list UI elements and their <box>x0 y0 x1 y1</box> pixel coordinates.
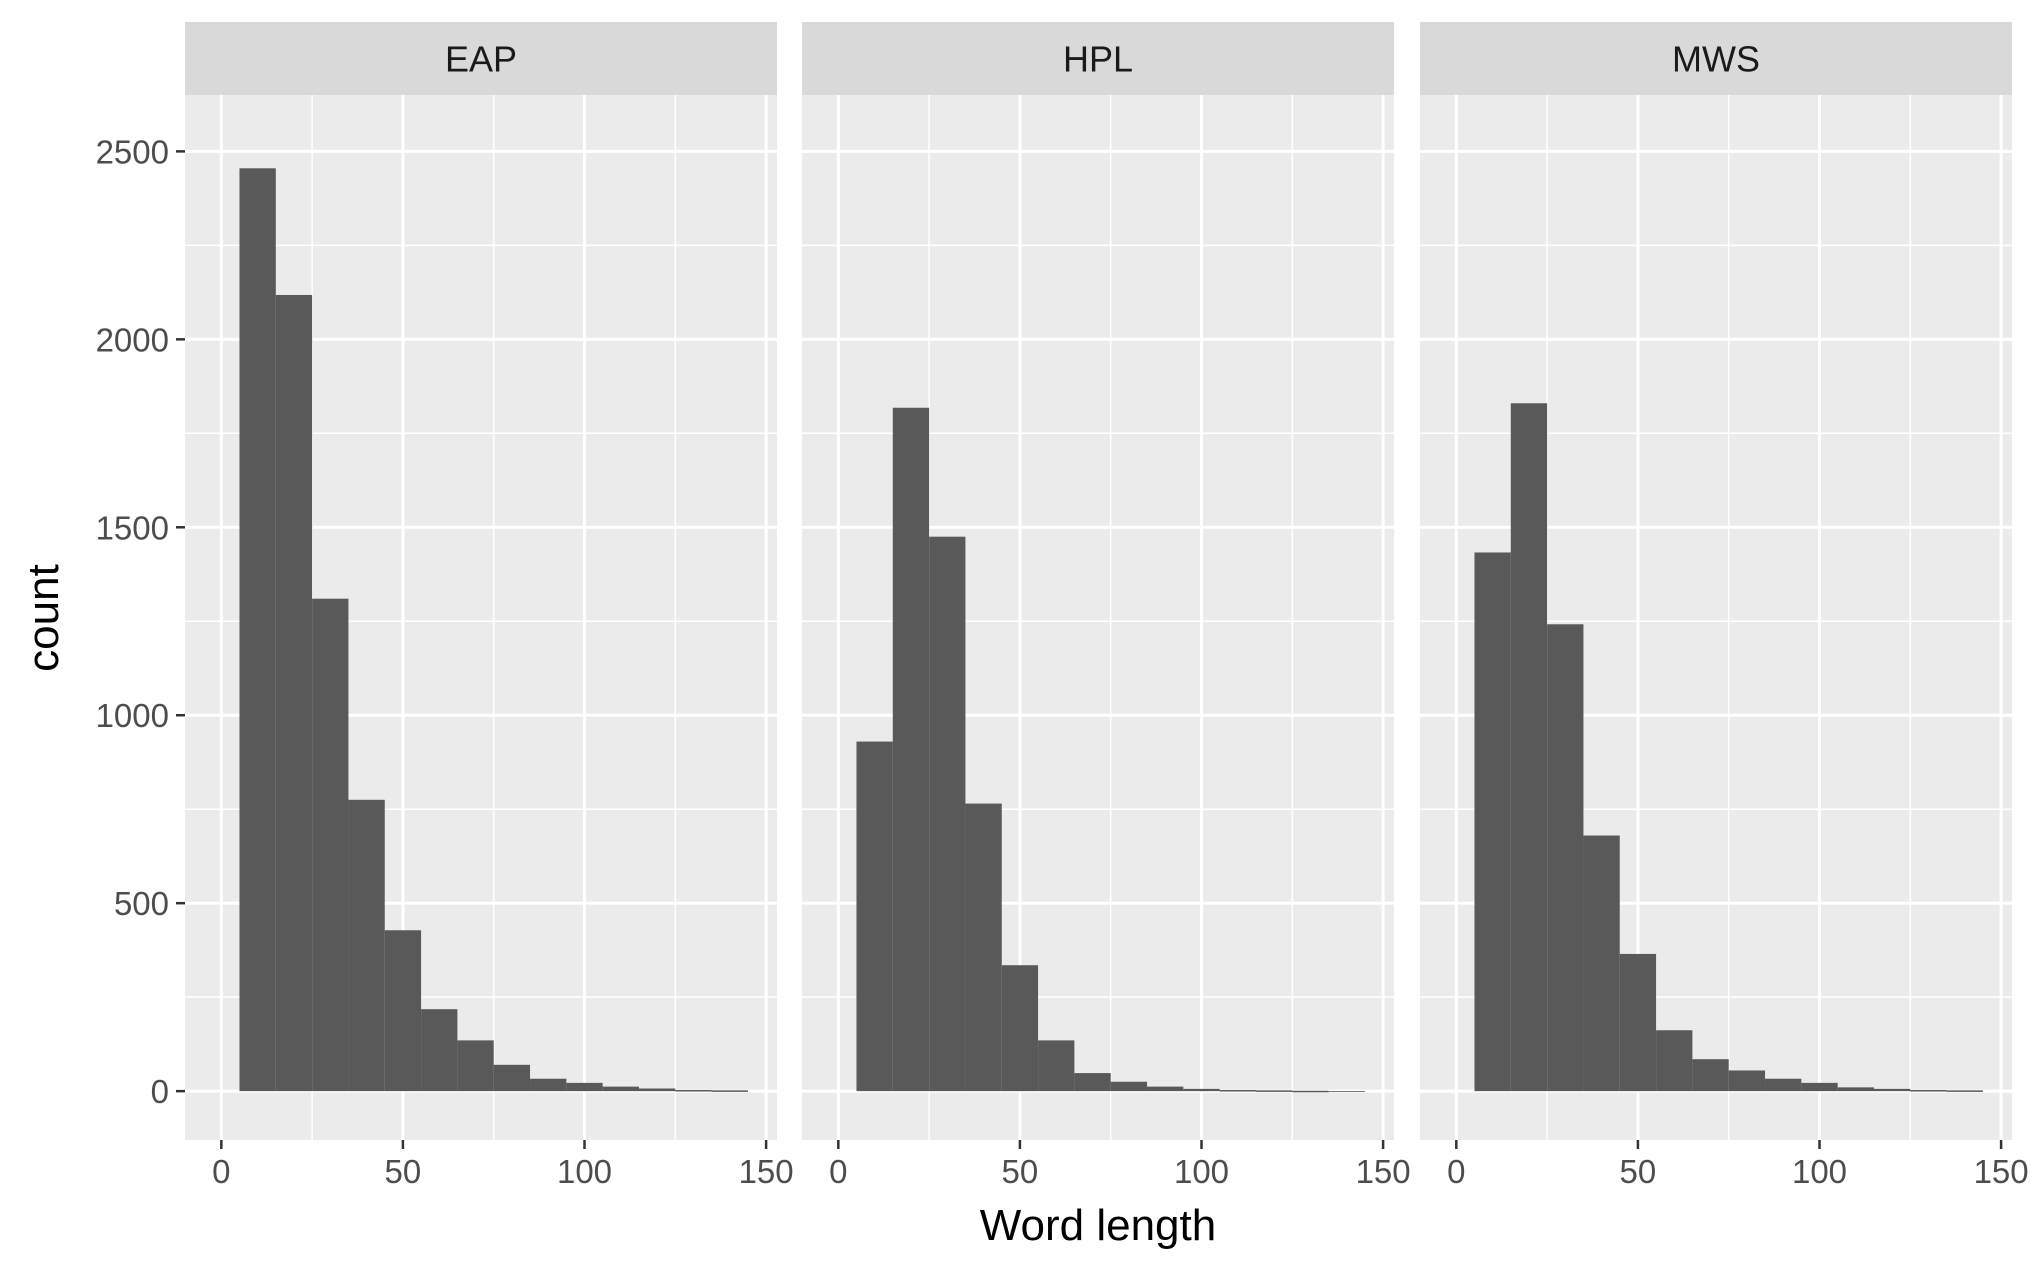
histogram-bar <box>493 1064 531 1092</box>
histogram-bar <box>1474 552 1511 1092</box>
histogram-bar <box>457 1040 494 1092</box>
histogram-bar <box>1873 1088 1911 1092</box>
x-tick-label: 100 <box>1174 1153 1229 1190</box>
y-tick-label: 0 <box>151 1073 169 1110</box>
facet-strip <box>185 22 777 95</box>
y-tick-label: 2500 <box>96 133 169 170</box>
histogram-bar <box>1728 1070 1766 1092</box>
histogram-bar <box>638 1088 676 1092</box>
histogram-bar <box>1692 1059 1729 1092</box>
histogram-bar <box>566 1082 603 1092</box>
x-tick-label: 150 <box>1974 1153 2029 1190</box>
facet-panel-eap: EAP 0 50 100 150 <box>185 22 794 1190</box>
histogram-bar <box>1292 1090 1329 1093</box>
histogram-bar <box>892 407 930 1092</box>
x-tick-label: 50 <box>385 1153 422 1190</box>
x-tick-label: 0 <box>1447 1153 1465 1190</box>
facet-strip <box>802 22 1394 95</box>
x-tick-label: 50 <box>1002 1153 1039 1190</box>
histogram-bar <box>1910 1090 1947 1092</box>
histogram-bar <box>929 536 966 1092</box>
y-tick-label: 2000 <box>96 321 169 358</box>
x-tick-label: 150 <box>739 1153 794 1190</box>
y-tick-label: 1500 <box>96 509 169 546</box>
histogram-bar <box>530 1078 567 1092</box>
y-axis-title: count <box>19 564 68 672</box>
histogram-bar <box>1074 1073 1111 1092</box>
histogram-bar <box>1038 1040 1075 1092</box>
histogram-bar <box>711 1090 748 1092</box>
histogram-bar <box>965 803 1002 1092</box>
facet-strip-label: EAP <box>445 39 517 80</box>
histogram-bar <box>1219 1090 1256 1092</box>
histogram-bar <box>1328 1091 1365 1092</box>
x-tick-label: 0 <box>829 1153 847 1190</box>
histogram-bar <box>1656 1030 1693 1092</box>
histogram-bar <box>384 930 422 1092</box>
facet-panel-mws: MWS 0 50 100 150 <box>1420 22 2029 1190</box>
facet-strip-label: HPL <box>1063 39 1133 80</box>
x-tick-label: 100 <box>1792 1153 1847 1190</box>
histogram-bar <box>1183 1088 1220 1092</box>
histogram-bar <box>1837 1087 1874 1092</box>
histogram-bar <box>1765 1078 1802 1092</box>
histogram-bar <box>1110 1081 1148 1092</box>
histogram-bar <box>1510 403 1548 1092</box>
histogram-bar <box>675 1090 712 1092</box>
histogram-bar <box>602 1086 639 1092</box>
histogram-bar <box>1946 1090 1983 1092</box>
histogram-bar <box>1583 835 1620 1092</box>
histogram-bar <box>1619 953 1657 1092</box>
histogram-bar <box>1547 624 1584 1092</box>
histogram-bar <box>856 741 893 1092</box>
histogram-bar <box>275 294 313 1092</box>
x-tick-label: 100 <box>557 1153 612 1190</box>
histogram-bar <box>1147 1086 1184 1092</box>
histogram-bar <box>312 598 349 1092</box>
y-tick-label: 1000 <box>96 697 169 734</box>
y-tick-label: 500 <box>114 885 169 922</box>
panels-layer: EAP 0 50 100 150 HPL 0 50 100 150 MWS 0 50 100 150 <box>185 22 2029 1190</box>
histogram-bar <box>239 168 276 1092</box>
x-tick-label: 150 <box>1356 1153 1411 1190</box>
histogram-bar <box>1801 1082 1838 1092</box>
facet-panel-hpl: HPL 0 50 100 150 <box>802 22 1411 1190</box>
x-tick-label: 0 <box>212 1153 230 1190</box>
y-axis: 0 500 1000 1500 2000 2500 <box>96 133 185 1110</box>
x-tick-label: 50 <box>1620 1153 1657 1190</box>
histogram-bar <box>421 1009 458 1092</box>
facet-strip-label: MWS <box>1672 39 1760 80</box>
facet-strip <box>1420 22 2012 95</box>
histogram-bar <box>1255 1090 1293 1092</box>
histogram-bar <box>348 799 385 1092</box>
histogram-bar <box>1001 965 1039 1092</box>
x-axis-title: Word length <box>980 1201 1216 1250</box>
